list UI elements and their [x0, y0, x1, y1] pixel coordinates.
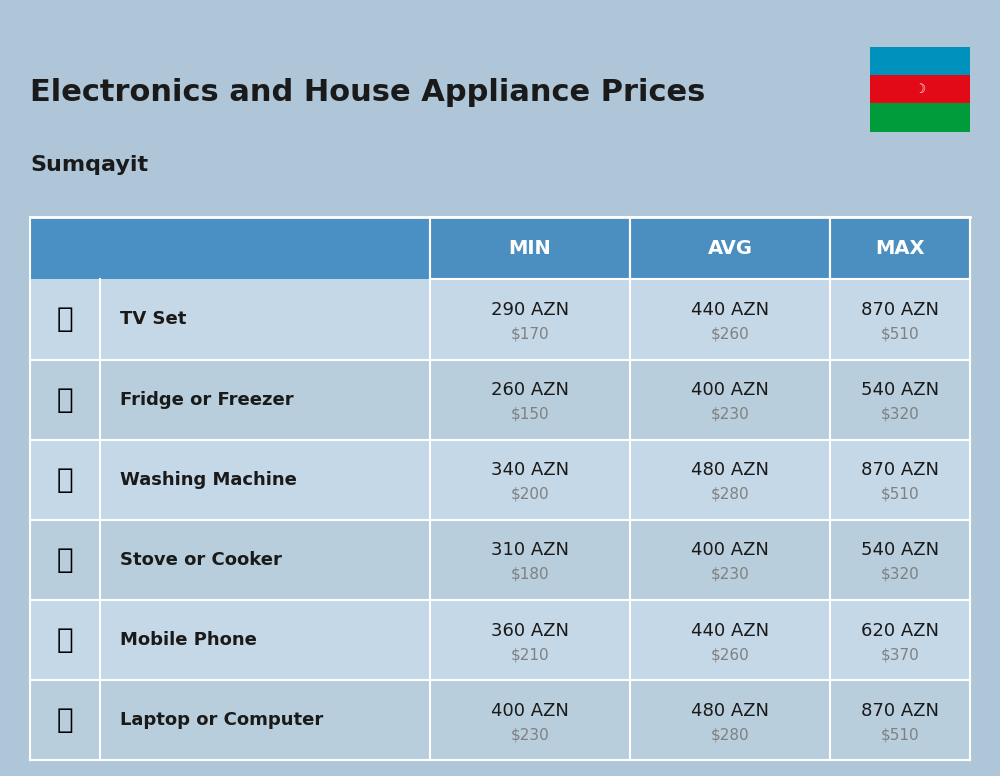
Bar — [870, 75, 970, 103]
Bar — [30, 520, 970, 600]
Text: AVG: AVG — [708, 239, 753, 258]
Bar — [870, 103, 970, 132]
Text: Washing Machine: Washing Machine — [120, 471, 297, 489]
Text: $320: $320 — [881, 567, 919, 582]
Text: 📱: 📱 — [57, 626, 73, 654]
Text: MAX: MAX — [875, 239, 925, 258]
Text: $510: $510 — [881, 327, 919, 341]
Text: Fridge or Freezer: Fridge or Freezer — [120, 390, 294, 409]
Bar — [30, 359, 970, 440]
Text: $180: $180 — [511, 567, 549, 582]
Text: $260: $260 — [711, 647, 749, 662]
Bar — [430, 217, 630, 279]
Text: 260 AZN: 260 AZN — [491, 381, 569, 399]
Text: $170: $170 — [511, 327, 549, 341]
Text: 🧊: 🧊 — [57, 386, 73, 414]
Text: $230: $230 — [711, 567, 749, 582]
Text: Mobile Phone: Mobile Phone — [120, 631, 257, 650]
Text: Laptop or Computer: Laptop or Computer — [120, 712, 323, 729]
Text: 400 AZN: 400 AZN — [691, 381, 769, 399]
Text: $210: $210 — [511, 647, 549, 662]
Text: 440 AZN: 440 AZN — [691, 301, 769, 319]
Text: $230: $230 — [711, 407, 749, 421]
Text: Sumqayit: Sumqayit — [30, 155, 148, 175]
Text: TV Set: TV Set — [120, 310, 186, 328]
Text: 480 AZN: 480 AZN — [691, 461, 769, 480]
Text: 🍳: 🍳 — [57, 546, 73, 574]
Text: 480 AZN: 480 AZN — [691, 702, 769, 720]
Text: 870 AZN: 870 AZN — [861, 301, 939, 319]
Bar — [830, 217, 970, 279]
Bar — [30, 681, 970, 760]
Text: $230: $230 — [511, 727, 549, 743]
Text: 💻: 💻 — [57, 706, 73, 734]
Text: $150: $150 — [511, 407, 549, 421]
Text: 540 AZN: 540 AZN — [861, 542, 939, 559]
Text: $260: $260 — [711, 327, 749, 341]
Text: MIN: MIN — [509, 239, 551, 258]
Text: 340 AZN: 340 AZN — [491, 461, 569, 480]
Bar — [870, 47, 970, 75]
Bar — [30, 600, 970, 681]
Bar — [30, 440, 970, 520]
Bar — [30, 217, 100, 279]
Text: 620 AZN: 620 AZN — [861, 622, 939, 639]
Text: 290 AZN: 290 AZN — [491, 301, 569, 319]
Bar — [30, 279, 970, 359]
Text: 310 AZN: 310 AZN — [491, 542, 569, 559]
Text: 540 AZN: 540 AZN — [861, 381, 939, 399]
Text: $280: $280 — [711, 727, 749, 743]
Text: $510: $510 — [881, 487, 919, 502]
Text: 870 AZN: 870 AZN — [861, 702, 939, 720]
Text: $280: $280 — [711, 487, 749, 502]
Text: $200: $200 — [511, 487, 549, 502]
Bar — [100, 217, 430, 279]
Text: 360 AZN: 360 AZN — [491, 622, 569, 639]
Text: Electronics and House Appliance Prices: Electronics and House Appliance Prices — [30, 78, 705, 106]
Text: $320: $320 — [881, 407, 919, 421]
Bar — [630, 217, 830, 279]
Text: ☽: ☽ — [914, 83, 926, 95]
Text: $510: $510 — [881, 727, 919, 743]
Text: 440 AZN: 440 AZN — [691, 622, 769, 639]
Text: $370: $370 — [881, 647, 919, 662]
Text: Stove or Cooker: Stove or Cooker — [120, 551, 282, 569]
Text: 400 AZN: 400 AZN — [691, 542, 769, 559]
Text: 📺: 📺 — [57, 306, 73, 334]
Text: 400 AZN: 400 AZN — [491, 702, 569, 720]
Text: 870 AZN: 870 AZN — [861, 461, 939, 480]
Text: 🫧: 🫧 — [57, 466, 73, 494]
